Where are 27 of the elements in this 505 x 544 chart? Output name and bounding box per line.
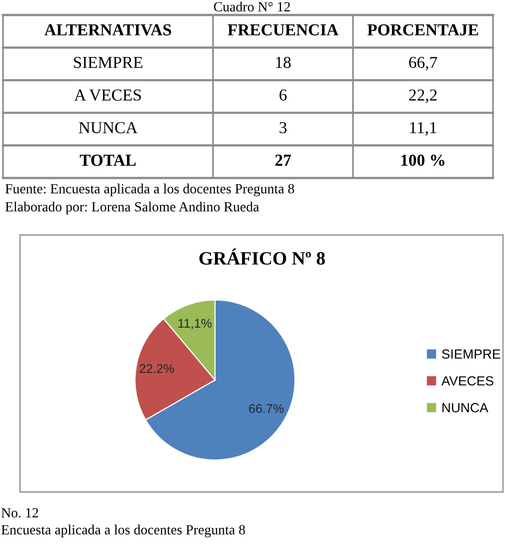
text: FRECUENCIA xyxy=(228,24,338,36)
text: 18 xyxy=(276,56,291,68)
legend-label: SIEMPRE xyxy=(442,349,500,359)
text: A VECES xyxy=(74,89,141,101)
data-label: 22.2% xyxy=(140,364,174,373)
text: 100 % xyxy=(401,154,444,166)
text: SIEMPRE xyxy=(74,56,142,68)
data-label: 11,1% xyxy=(178,318,212,330)
text: ALTERNATIVAS xyxy=(44,24,172,36)
chart-title: GRÁFICO Nº 8 xyxy=(199,248,325,265)
legend-label: NUNCA xyxy=(442,403,488,412)
text: TOTAL xyxy=(80,154,136,166)
legend-label: AVECES xyxy=(441,376,494,386)
text: 27 xyxy=(275,154,291,166)
text: No. 12 xyxy=(1,508,38,518)
text: 22,2 xyxy=(409,89,437,104)
text: NUNCA xyxy=(78,122,138,134)
text: 66,7 xyxy=(409,56,438,70)
text: 6 xyxy=(280,89,287,101)
text: Encuesta aplicada a los docentes Pregunta 8 xyxy=(1,524,245,538)
text: Cuadro N° 12 xyxy=(214,2,290,12)
text: 3 xyxy=(280,122,287,134)
source-note: Fuente: Encuesta aplicada a los docentes Pregunta 8 xyxy=(5,184,294,196)
text: PORCENTAJE xyxy=(367,24,478,36)
text: 11,1 xyxy=(410,122,436,136)
data-label: 66.7% xyxy=(249,404,284,414)
text: Elaborado por: Lorena Salome Andino Rueda xyxy=(5,202,259,214)
